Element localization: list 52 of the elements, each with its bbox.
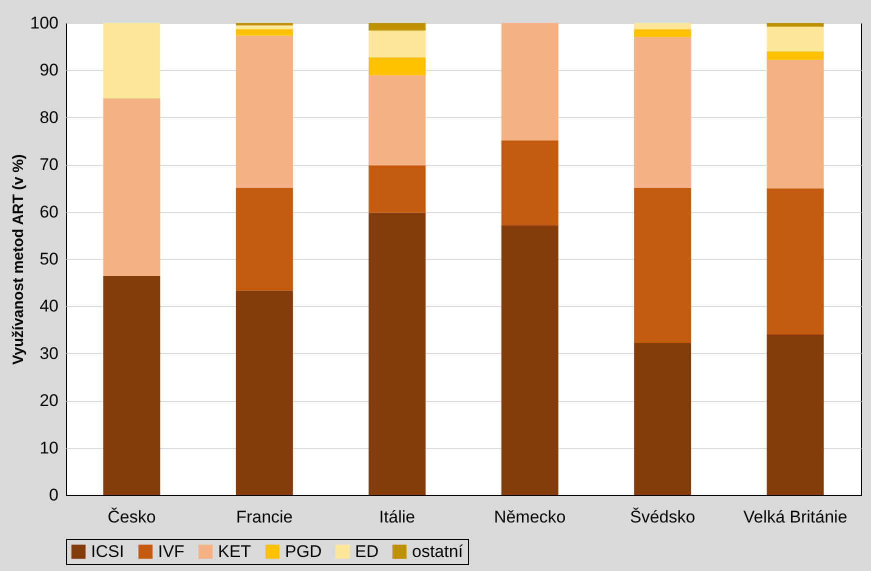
x-tick-label: Itálie — [379, 508, 416, 526]
bar — [634, 343, 692, 495]
bar — [634, 29, 692, 38]
legend-label: PGD — [285, 542, 322, 561]
bar — [634, 23, 692, 30]
bar — [103, 23, 160, 99]
bar — [634, 188, 692, 344]
legend-label: KET — [218, 542, 252, 561]
x-tick-label: Švédsko — [630, 508, 696, 526]
y-tick-label: 100 — [30, 14, 58, 32]
y-tick-label: 50 — [40, 250, 58, 268]
legend-label: ICSI — [91, 542, 124, 561]
bar — [236, 188, 293, 291]
bar — [501, 23, 558, 141]
y-tick-label: 90 — [40, 60, 58, 80]
legend-label: ostatní — [412, 542, 464, 561]
bar — [766, 334, 824, 495]
x-tick-label: Velká Británie — [743, 508, 848, 526]
legend-label: IVF — [158, 542, 184, 561]
bar — [368, 75, 426, 166]
bar — [501, 140, 558, 226]
y-tick-label: 0 — [49, 486, 58, 504]
bar — [368, 212, 426, 495]
y-tick-label: 40 — [40, 296, 58, 316]
bar — [236, 290, 293, 495]
bar — [368, 30, 426, 58]
bar — [634, 37, 692, 188]
bar — [236, 36, 293, 188]
bar — [103, 98, 160, 276]
bar — [103, 276, 160, 495]
bar — [236, 29, 293, 36]
bar — [766, 51, 824, 60]
bar — [368, 57, 426, 76]
bar — [501, 225, 558, 495]
bar — [766, 26, 824, 52]
bar — [368, 23, 426, 31]
y-axis-title: Využívanost metod ART (v %) — [10, 154, 28, 365]
y-tick-label: 30 — [40, 344, 58, 363]
x-tick-label: Francie — [236, 508, 293, 526]
y-tick-label: 60 — [40, 202, 58, 222]
x-tick-label: Česko — [108, 508, 156, 526]
bar — [368, 166, 426, 213]
bar — [236, 25, 293, 30]
bar — [766, 188, 824, 335]
y-tick-label: 70 — [40, 155, 58, 174]
y-tick-label: 80 — [40, 108, 58, 127]
y-tick-label: 20 — [40, 391, 58, 410]
bar — [766, 23, 824, 27]
y-tick-label: 10 — [40, 438, 58, 458]
x-tick-label: Německo — [494, 508, 566, 526]
bar — [766, 60, 824, 188]
legend-label: ED — [355, 542, 379, 561]
